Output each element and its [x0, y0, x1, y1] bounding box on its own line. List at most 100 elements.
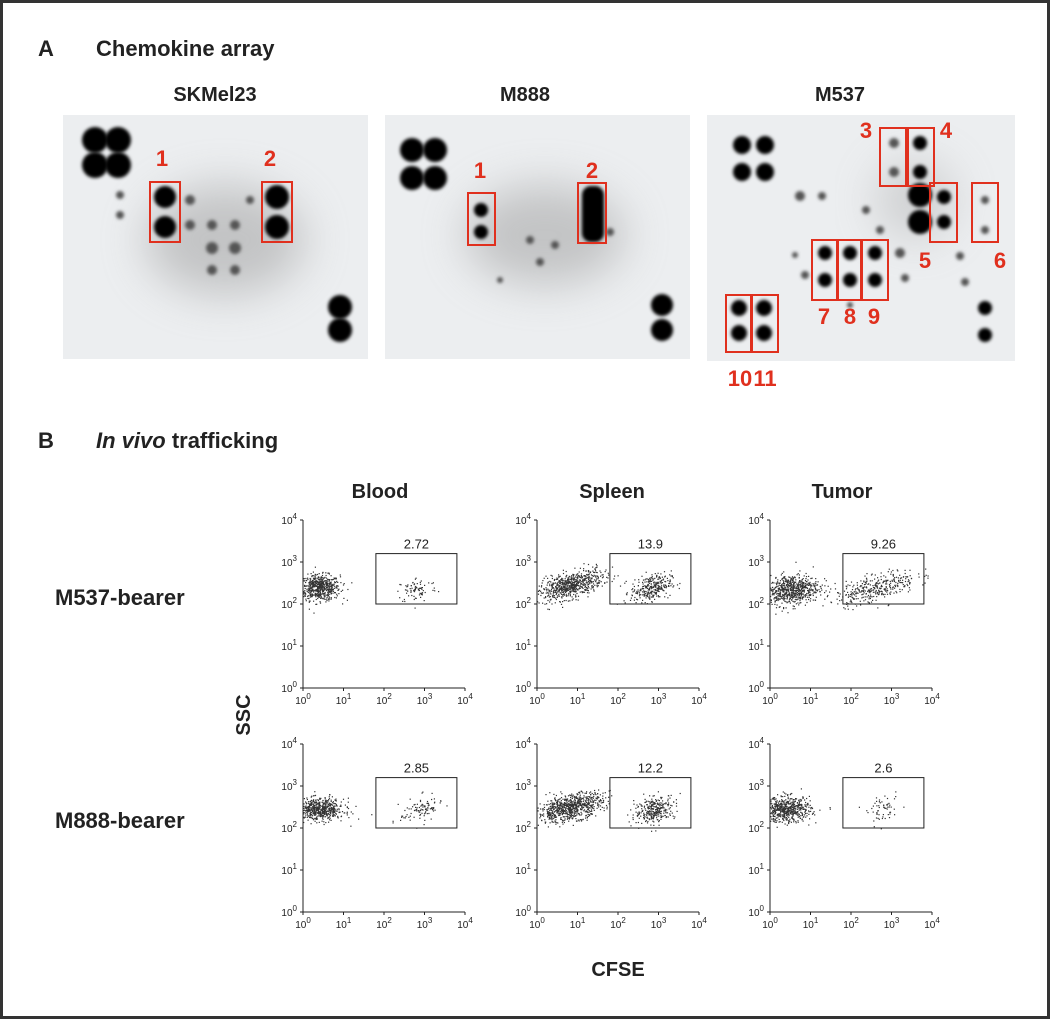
event-dot: [792, 577, 794, 579]
event-dot: [783, 608, 785, 610]
event-dot: [583, 584, 585, 586]
event-dot: [316, 818, 318, 820]
event-dot: [580, 573, 583, 575]
blot-spot: [207, 265, 217, 275]
event-dot: [312, 579, 314, 581]
event-dot: [587, 809, 590, 811]
event-dot: [318, 593, 320, 596]
event-dot: [549, 583, 551, 585]
event-dot: [806, 601, 808, 604]
event-dot: [562, 578, 564, 580]
event-dot: [343, 583, 345, 585]
event-dot: [319, 596, 321, 598]
event-dot: [307, 577, 309, 579]
event-dot: [564, 819, 566, 821]
event-dot: [547, 826, 549, 828]
event-dot: [588, 578, 590, 580]
event-dot: [578, 804, 580, 807]
event-dot: [785, 593, 787, 595]
event-dot: [559, 580, 561, 583]
event-dot: [880, 576, 882, 578]
event-dot: [544, 822, 546, 824]
event-dot: [657, 585, 659, 587]
event-dot: [644, 816, 646, 818]
event-dot: [321, 583, 323, 585]
event-dot: [578, 820, 580, 822]
event-dot: [400, 819, 402, 821]
event-dot: [311, 576, 313, 578]
event-dot: [567, 817, 569, 819]
event-dot: [539, 813, 541, 815]
event-dot: [653, 589, 655, 591]
title-italic: In vivo: [96, 428, 166, 453]
event-dot: [805, 576, 808, 578]
event-dot: [586, 587, 588, 589]
event-dot: [333, 583, 335, 585]
event-dot: [647, 800, 649, 802]
event-dot: [866, 573, 868, 575]
event-dot: [801, 585, 803, 587]
event-dot: [306, 814, 309, 816]
event-dot: [578, 581, 580, 583]
event-dot: [651, 590, 653, 592]
event-dot: [590, 801, 592, 803]
event-dot: [924, 575, 926, 577]
event-dot: [568, 585, 570, 587]
event-dot: [318, 815, 320, 817]
event-dot: [335, 810, 337, 812]
event-dot: [586, 805, 588, 807]
event-dot: [541, 592, 543, 594]
event-dot: [311, 808, 313, 810]
event-dot: [597, 576, 599, 578]
event-dot: [558, 811, 560, 813]
event-dot: [587, 581, 589, 583]
event-dot: [328, 597, 330, 599]
event-dot: [866, 596, 868, 598]
event-dot: [305, 814, 307, 816]
event-dot: [792, 593, 794, 596]
event-dot: [874, 588, 876, 590]
event-dot: [909, 569, 911, 571]
event-dot: [776, 826, 778, 828]
event-dot: [800, 598, 802, 600]
event-dot: [567, 583, 569, 585]
event-dot: [785, 578, 787, 580]
event-dot: [321, 593, 323, 595]
event-dot: [879, 588, 881, 590]
event-dot: [313, 810, 315, 812]
event-dot: [331, 584, 333, 586]
event-dot: [335, 578, 337, 580]
event-dot: [586, 582, 588, 584]
event-dot: [656, 807, 659, 809]
event-dot: [802, 814, 804, 816]
event-dot: [581, 813, 583, 815]
event-dot: [558, 580, 560, 582]
event-dot: [676, 584, 679, 586]
event-dot: [577, 599, 579, 601]
event-dot: [573, 577, 575, 579]
event-dot: [792, 605, 794, 607]
event-dot: [781, 803, 783, 805]
event-dot: [342, 589, 344, 591]
event-dot: [650, 588, 652, 590]
event-dot: [650, 814, 652, 816]
tick-base: 10: [803, 696, 815, 707]
blot-spot: [818, 192, 826, 200]
event-dot: [324, 598, 326, 600]
event-dot: [792, 579, 794, 581]
event-dot: [793, 596, 795, 598]
event-dot: [815, 592, 817, 594]
event-dot: [797, 594, 799, 596]
event-dot: [572, 811, 574, 813]
event-dot: [777, 579, 779, 581]
event-dot: [806, 583, 809, 585]
gate: [375, 777, 458, 829]
event-dot: [877, 583, 879, 585]
tick-base: 10: [843, 696, 855, 707]
event-dot: [789, 580, 791, 582]
event-dot: [795, 805, 797, 807]
event-dot: [872, 585, 874, 587]
event-dot: [324, 816, 326, 818]
event-dot: [559, 813, 562, 815]
